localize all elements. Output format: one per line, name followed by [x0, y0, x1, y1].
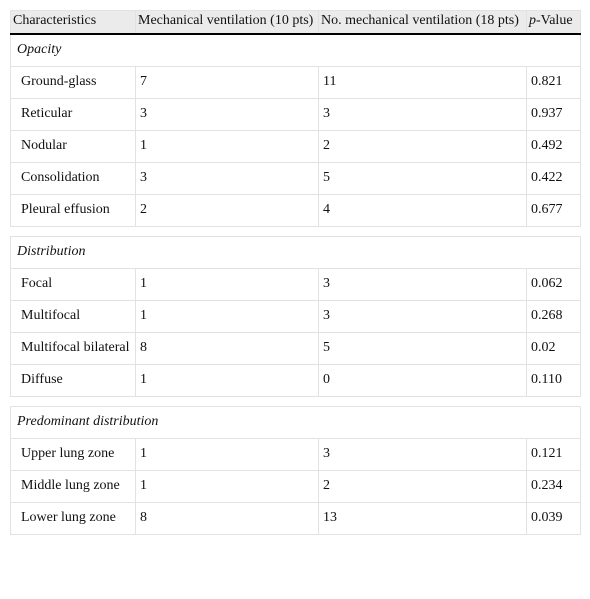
data-row: Middle lung zone 1 2 0.234 [10, 470, 581, 503]
cell: 1 [135, 470, 319, 503]
header-row: Characteristics Mechanical ventilation (… [10, 10, 581, 35]
data-row: Multifocal 1 3 0.268 [10, 300, 581, 333]
cell: 2 [135, 194, 319, 227]
data-table: Characteristics Mechanical ventilation (… [10, 10, 581, 535]
cell: 4 [318, 194, 527, 227]
row-label: Reticular [10, 98, 136, 131]
cell: 3 [135, 98, 319, 131]
cell: 3 [318, 438, 527, 471]
data-row: Multifocal bilateral 8 5 0.02 [10, 332, 581, 365]
cell: 8 [135, 332, 319, 365]
row-label: Pleural effusion [10, 194, 136, 227]
cell: 1 [135, 268, 319, 301]
cell: 0.677 [526, 194, 581, 227]
header-italic: p [529, 13, 536, 28]
cell: 3 [135, 162, 319, 195]
cell: 0.039 [526, 502, 581, 535]
cell: 0.121 [526, 438, 581, 471]
row-label: Lower lung zone [10, 502, 136, 535]
cell: 1 [135, 130, 319, 163]
data-row: Reticular 3 3 0.937 [10, 98, 581, 131]
cell: 3 [318, 268, 527, 301]
cell: 0.821 [526, 66, 581, 99]
section-title: Predominant distribution [10, 406, 581, 439]
row-label: Multifocal [10, 300, 136, 333]
row-label: Middle lung zone [10, 470, 136, 503]
header-cell: Mechanical ventilation (10 pts) [135, 10, 319, 35]
cell: 7 [135, 66, 319, 99]
spacer-row [10, 396, 581, 407]
data-row: Upper lung zone 1 3 0.121 [10, 438, 581, 471]
header-cell: No. mechanical ventilation (18 pts) [318, 10, 527, 35]
cell: 0.492 [526, 130, 581, 163]
row-label: Ground-glass [10, 66, 136, 99]
cell: 13 [318, 502, 527, 535]
row-label: Focal [10, 268, 136, 301]
data-row: Lower lung zone 8 13 0.039 [10, 502, 581, 535]
data-row: Diffuse 1 0 0.110 [10, 364, 581, 397]
cell: 0.422 [526, 162, 581, 195]
cell: 1 [135, 300, 319, 333]
cell: 0.268 [526, 300, 581, 333]
cell: 11 [318, 66, 527, 99]
row-label: Consolidation [10, 162, 136, 195]
spacer-row [10, 226, 581, 237]
data-row: Nodular 1 2 0.492 [10, 130, 581, 163]
cell: 2 [318, 130, 527, 163]
cell: 0.234 [526, 470, 581, 503]
section-row: Opacity [10, 33, 581, 67]
cell: 2 [318, 470, 527, 503]
cell: 8 [135, 502, 319, 535]
header-text: -Value [536, 13, 573, 28]
cell: 1 [135, 364, 319, 397]
cell: 5 [318, 332, 527, 365]
cell: 0.110 [526, 364, 581, 397]
cell: 0.937 [526, 98, 581, 131]
section-row: Predominant distribution [10, 406, 581, 439]
cell: 3 [318, 300, 527, 333]
cell: 0.062 [526, 268, 581, 301]
cell: 3 [318, 98, 527, 131]
section-title: Opacity [10, 33, 581, 67]
cell: 0.02 [526, 332, 581, 365]
section-title: Distribution [10, 236, 581, 269]
row-label: Diffuse [10, 364, 136, 397]
table-body: Opacity Ground-glass 7 11 0.821 Reticular 3 3 0.… [10, 33, 581, 535]
data-row: Ground-glass 7 11 0.821 [10, 66, 581, 99]
row-label: Nodular [10, 130, 136, 163]
row-label: Multifocal bilateral [10, 332, 136, 365]
cell: 0 [318, 364, 527, 397]
header-cell: Characteristics [10, 10, 136, 35]
data-row: Focal 1 3 0.062 [10, 268, 581, 301]
header-cell: p-Value [526, 10, 581, 35]
spacer-cell [10, 226, 581, 237]
spacer-cell [10, 396, 581, 407]
cell: 1 [135, 438, 319, 471]
row-label: Upper lung zone [10, 438, 136, 471]
section-row: Distribution [10, 236, 581, 269]
data-row: Consolidation 3 5 0.422 [10, 162, 581, 195]
cell: 5 [318, 162, 527, 195]
data-row: Pleural effusion 2 4 0.677 [10, 194, 581, 227]
